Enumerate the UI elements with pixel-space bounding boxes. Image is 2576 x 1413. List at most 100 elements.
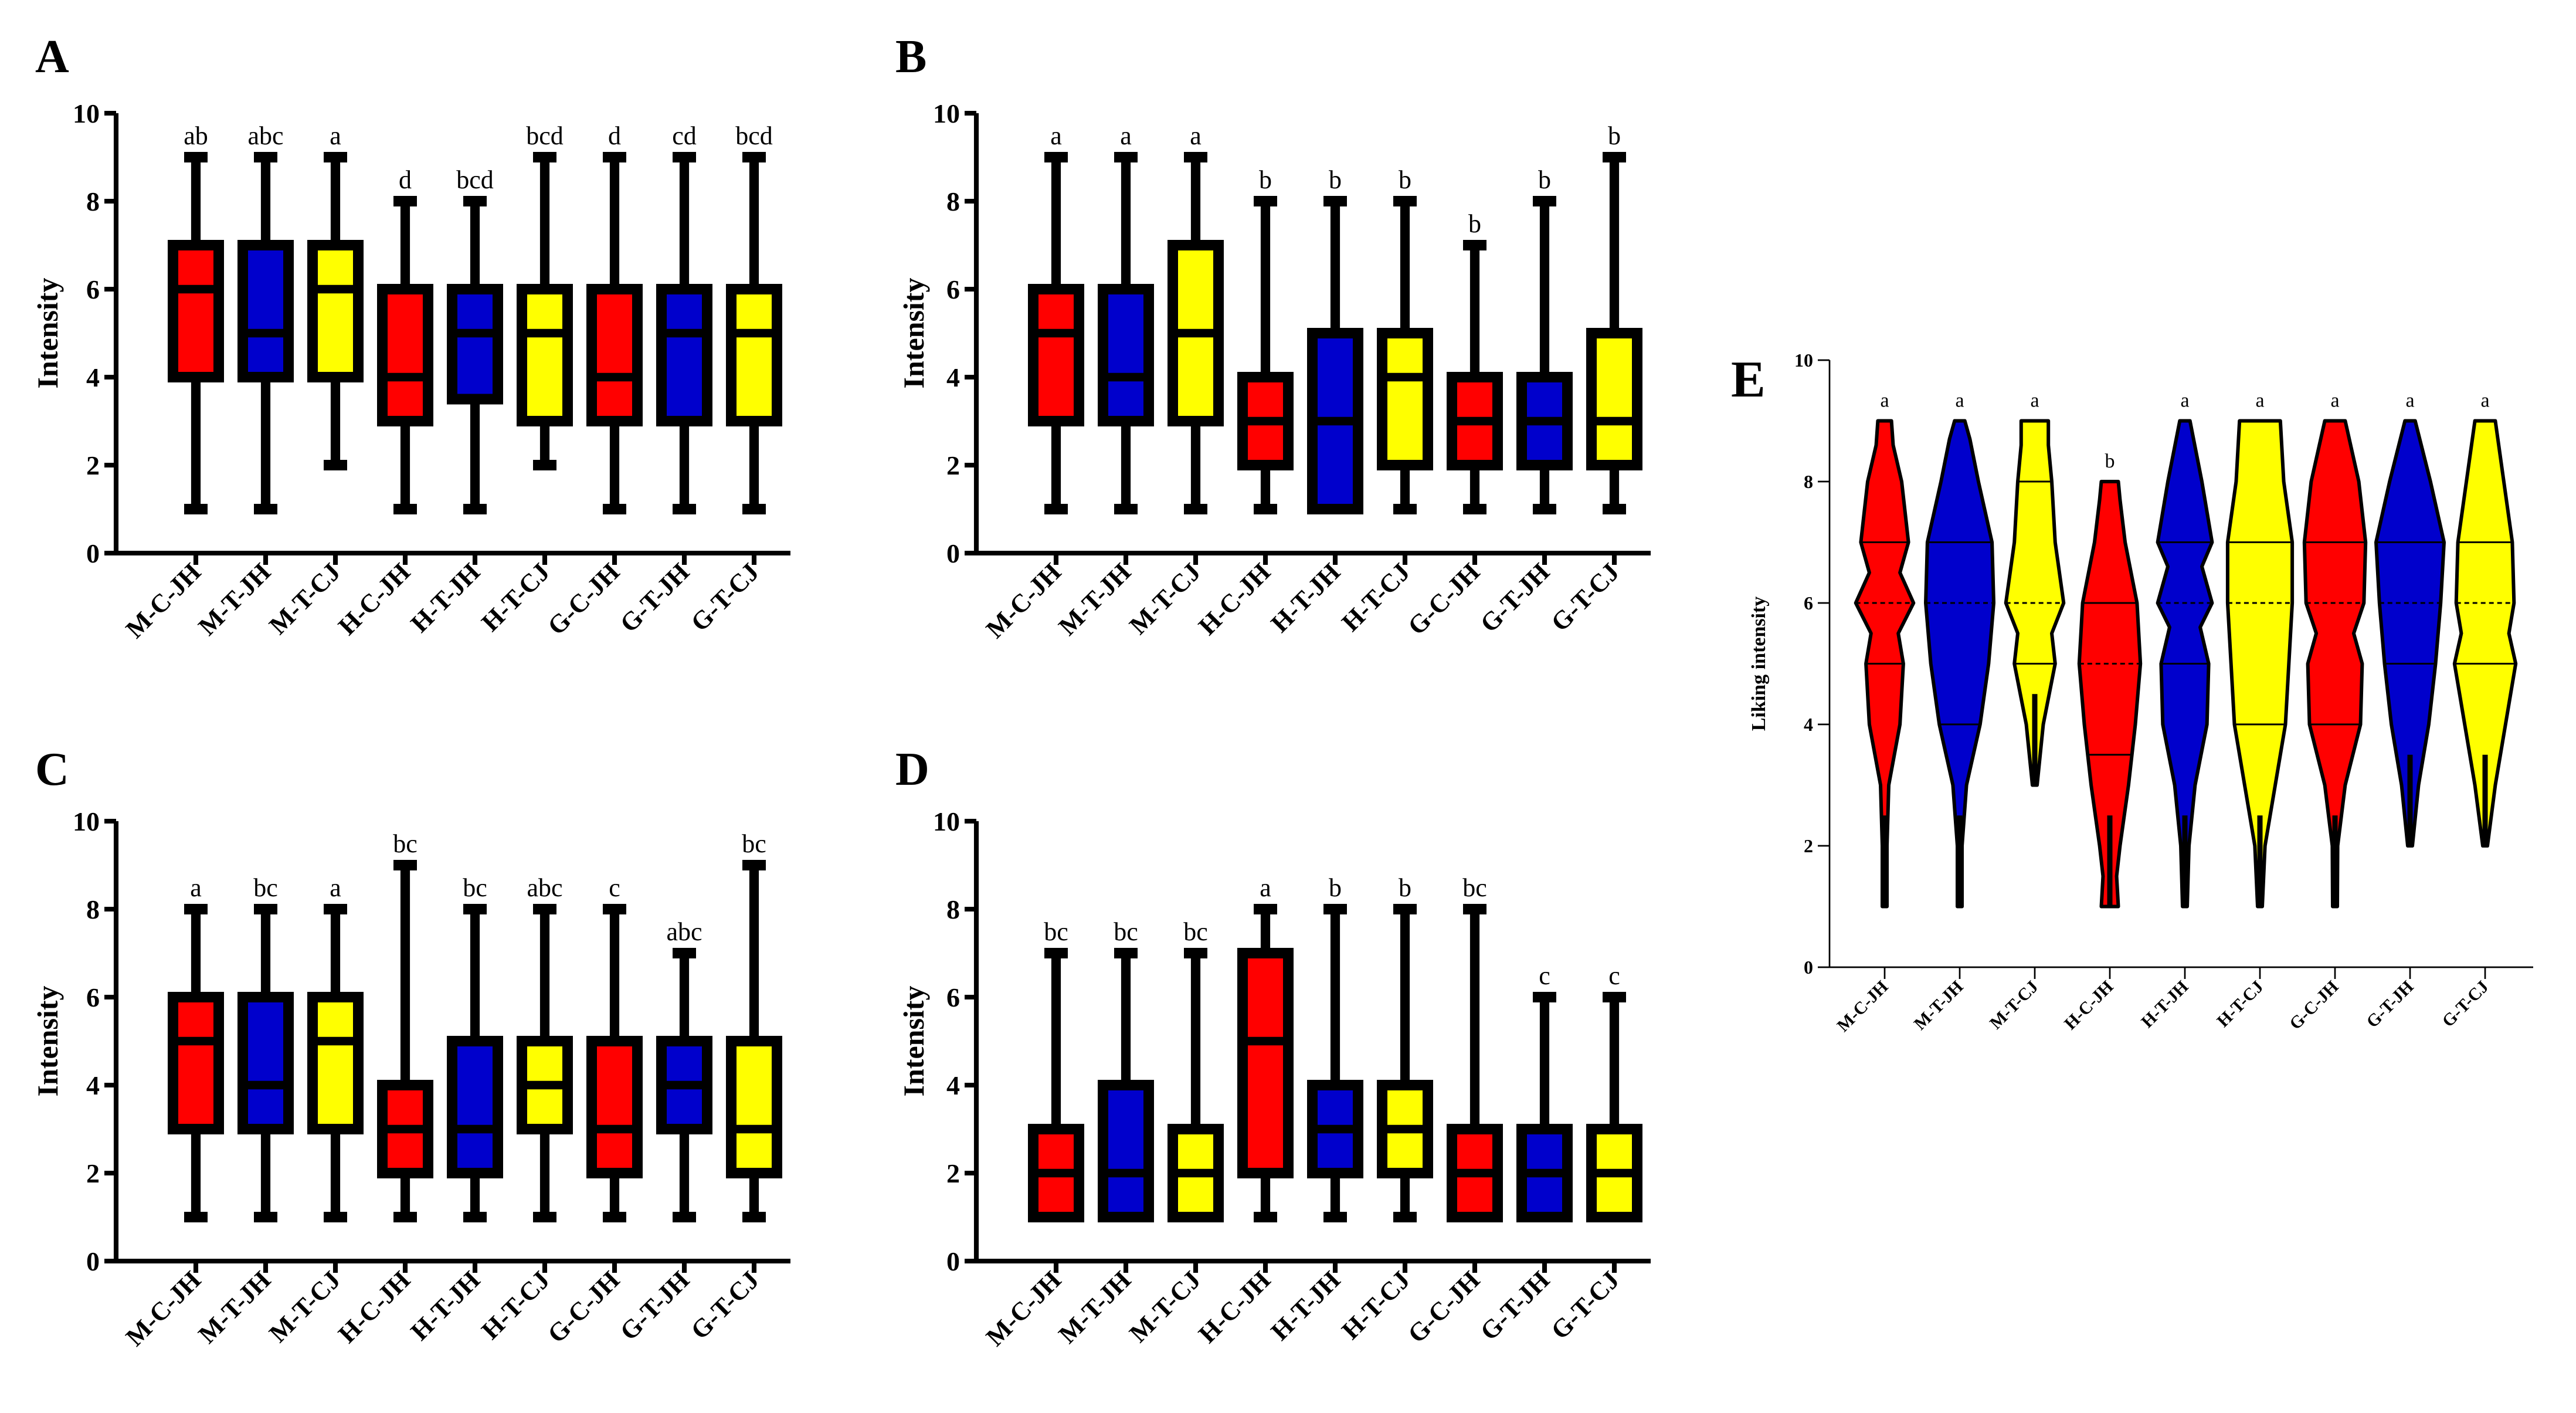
y-tick-label: 0 bbox=[86, 538, 100, 568]
y-tick-label: 8 bbox=[86, 894, 100, 924]
significance-letter: bc bbox=[742, 829, 766, 858]
significance-letter: a bbox=[1955, 390, 1964, 412]
violin-m-c-jh: a bbox=[1854, 390, 1916, 909]
y-tick-label: 0 bbox=[1804, 957, 1813, 978]
significance-letter: bc bbox=[1462, 873, 1487, 902]
box-body bbox=[447, 284, 503, 405]
violin-g-c-jh: a bbox=[2302, 390, 2368, 909]
box-body bbox=[237, 240, 294, 382]
box-body bbox=[656, 284, 712, 426]
box-g-t-jh: b bbox=[1516, 165, 1573, 514]
box-body bbox=[726, 284, 782, 426]
significance-letter: abc bbox=[247, 121, 283, 150]
significance-letter: b bbox=[1399, 873, 1411, 902]
violin-h-t-jh: a bbox=[2156, 390, 2214, 909]
y-tick-label: 2 bbox=[946, 1158, 960, 1188]
y-tick-label: 10 bbox=[73, 99, 100, 128]
box-g-c-jh: bc bbox=[1447, 873, 1503, 1222]
significance-letter: a bbox=[1120, 121, 1132, 150]
box-h-t-cj: b bbox=[1377, 165, 1433, 514]
y-tick-label: 2 bbox=[86, 1158, 100, 1188]
significance-letter: b bbox=[1329, 873, 1342, 902]
box-g-t-cj: bcd bbox=[726, 121, 782, 514]
y-axis-label: Intensity bbox=[897, 986, 930, 1097]
panel-letter: E bbox=[1731, 351, 1766, 408]
box-body bbox=[726, 1036, 782, 1178]
significance-letter: bcd bbox=[456, 165, 494, 194]
box-g-t-jh: abc bbox=[656, 917, 712, 1222]
box-m-t-jh: bc bbox=[237, 873, 294, 1222]
significance-letter: a bbox=[2030, 390, 2039, 412]
significance-letter: c bbox=[1539, 961, 1550, 990]
y-tick-label: 6 bbox=[946, 275, 960, 304]
y-tick-label: 10 bbox=[933, 99, 960, 128]
significance-letter: b bbox=[1608, 121, 1621, 150]
significance-letter: b bbox=[2105, 450, 2115, 472]
significance-letter: cd bbox=[672, 121, 697, 150]
box-body bbox=[1586, 328, 1642, 470]
y-tick-label: 10 bbox=[1794, 350, 1813, 371]
significance-letter: b bbox=[1329, 165, 1342, 194]
significance-letter: bcd bbox=[526, 121, 564, 150]
violin-body bbox=[2077, 480, 2143, 909]
box-body bbox=[168, 240, 224, 382]
y-tick-label: 0 bbox=[946, 538, 960, 568]
significance-letter: d bbox=[608, 121, 621, 150]
box-g-t-cj: b bbox=[1586, 121, 1642, 514]
box-m-c-jh: ab bbox=[168, 121, 224, 514]
box-body bbox=[1028, 284, 1084, 426]
significance-letter: bc bbox=[463, 873, 487, 902]
significance-letter: a bbox=[330, 121, 341, 150]
significance-letter: abc bbox=[666, 917, 702, 946]
box-g-c-jh: c bbox=[586, 873, 643, 1222]
significance-letter: bc bbox=[1183, 917, 1208, 946]
violin-m-t-jh: a bbox=[1924, 390, 1995, 909]
y-tick-label: 4 bbox=[946, 362, 960, 392]
box-body bbox=[1377, 328, 1433, 470]
significance-letter: a bbox=[1880, 390, 1889, 412]
box-h-t-cj: abc bbox=[517, 873, 573, 1222]
violin-g-t-cj: a bbox=[2452, 390, 2518, 848]
y-axis-label: Intensity bbox=[897, 278, 930, 389]
panel-letter: B bbox=[895, 31, 926, 83]
box-body bbox=[447, 1036, 503, 1178]
box-h-c-jh: b bbox=[1237, 165, 1294, 514]
violin-body bbox=[2374, 419, 2446, 848]
box-m-t-cj: a bbox=[307, 873, 364, 1222]
significance-letter: a bbox=[2255, 390, 2264, 412]
box-m-t-cj: a bbox=[1167, 121, 1224, 514]
box-body bbox=[586, 1036, 643, 1178]
significance-letter: abc bbox=[527, 873, 562, 902]
box-body bbox=[1237, 948, 1294, 1178]
y-tick-label: 0 bbox=[946, 1246, 960, 1276]
violin-m-t-cj: a bbox=[2004, 390, 2066, 787]
significance-letter: a bbox=[1260, 873, 1271, 902]
box-h-c-jh: d bbox=[377, 165, 433, 514]
panel-letter: C bbox=[35, 744, 69, 795]
violin-g-t-jh: a bbox=[2374, 390, 2446, 848]
box-body bbox=[307, 240, 364, 382]
box-body bbox=[307, 992, 364, 1134]
significance-letter: a bbox=[2180, 390, 2189, 412]
significance-letter: b bbox=[1538, 165, 1551, 194]
significance-letter: bc bbox=[1114, 917, 1138, 946]
significance-letter: c bbox=[609, 873, 620, 902]
significance-letter: ab bbox=[184, 121, 208, 150]
box-g-t-cj: bc bbox=[726, 829, 782, 1222]
violin-h-c-jh: b bbox=[2077, 450, 2143, 909]
box-body bbox=[168, 992, 224, 1134]
box-h-t-jh: bcd bbox=[447, 165, 503, 514]
y-tick-label: 4 bbox=[86, 362, 100, 392]
box-m-t-cj: bc bbox=[1167, 917, 1224, 1222]
box-m-t-jh: abc bbox=[237, 121, 294, 514]
box-g-c-jh: d bbox=[586, 121, 643, 514]
box-body bbox=[517, 284, 573, 426]
y-tick-label: 8 bbox=[86, 187, 100, 216]
significance-letter: bcd bbox=[735, 121, 773, 150]
box-m-c-jh: bc bbox=[1028, 917, 1084, 1222]
y-tick-label: 4 bbox=[86, 1070, 100, 1100]
y-tick-label: 10 bbox=[933, 807, 960, 836]
y-tick-label: 6 bbox=[86, 982, 100, 1012]
